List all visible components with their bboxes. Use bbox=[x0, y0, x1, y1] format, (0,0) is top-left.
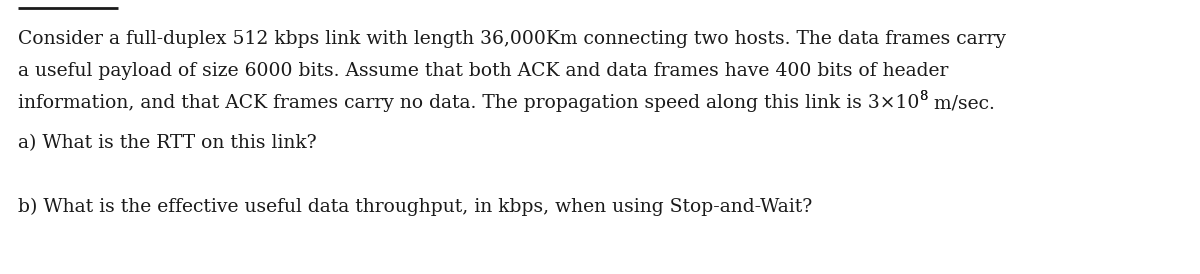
Text: 8: 8 bbox=[919, 90, 928, 103]
Text: information, and that ACK frames carry no data. The propagation speed along this: information, and that ACK frames carry n… bbox=[18, 94, 919, 112]
Text: 8: 8 bbox=[919, 90, 928, 103]
Text: a) What is the RTT on this link?: a) What is the RTT on this link? bbox=[18, 134, 317, 152]
Text: b) What is the effective useful data throughput, in kbps, when using Stop-and-Wa: b) What is the effective useful data thr… bbox=[18, 198, 812, 216]
Text: a useful payload of size 6000 bits. Assume that both ACK and data frames have 40: a useful payload of size 6000 bits. Assu… bbox=[18, 62, 948, 80]
Text: Consider a full-duplex 512 kbps link with length 36,000Km connecting two hosts. : Consider a full-duplex 512 kbps link wit… bbox=[18, 30, 1006, 48]
Text: m/sec.: m/sec. bbox=[928, 94, 995, 112]
